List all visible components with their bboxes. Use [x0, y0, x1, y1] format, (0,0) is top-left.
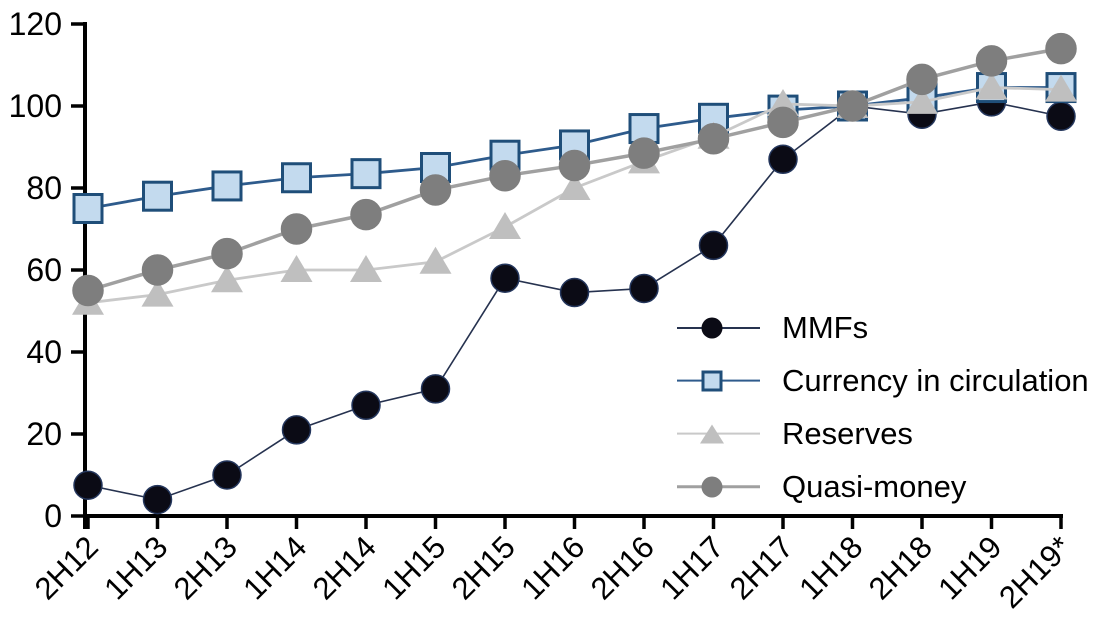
marker-mmfs	[420, 374, 451, 404]
marker-quasi-money	[1045, 32, 1077, 65]
x-tick-label-2h19: 2H19*	[992, 529, 1078, 615]
currency-marker-icon	[663, 364, 760, 398]
marker-reserves	[558, 173, 591, 200]
marker-mmfs	[281, 415, 312, 445]
marker-mmfs	[212, 460, 242, 490]
marker-currency-in-circulation	[211, 170, 243, 202]
x-tick-label-2h14: 2H14	[306, 529, 383, 606]
marker-reserves	[489, 211, 521, 239]
legend-label: MMFs	[782, 310, 869, 345]
marker-mmfs	[698, 230, 729, 261]
legend-item-mmfs: MMFs	[663, 301, 1089, 354]
marker-mmfs	[490, 263, 520, 293]
legend-item-reserves: Reserves	[663, 407, 1089, 460]
x-tick-label-2h12: 2H12	[28, 529, 105, 606]
y-tick-label: 40	[26, 334, 62, 370]
y-tick-label: 80	[26, 170, 62, 206]
legend-item-currency: Currency in circulation	[663, 354, 1089, 407]
x-tick-label-2h18: 2H18	[862, 529, 939, 606]
marker-quasi-money	[419, 174, 452, 206]
marker-quasi-money	[141, 254, 174, 286]
marker-reserves	[1045, 74, 1077, 102]
y-tick-label: 120	[9, 6, 62, 42]
legend: MMFs Currency in circulation Reserves Qu…	[663, 301, 1089, 513]
mmfs-marker-icon	[663, 311, 760, 345]
marker-reserves	[975, 72, 1008, 100]
y-tick-label: 0	[44, 498, 62, 534]
marker-currency-in-circulation	[350, 158, 382, 190]
marker-currency-in-circulation	[142, 180, 173, 212]
marker-quasi-money	[350, 198, 382, 231]
marker-reserves	[211, 265, 243, 293]
reserves-marker-icon	[663, 417, 760, 451]
marker-mmfs	[73, 470, 103, 500]
triangle-icon	[699, 424, 724, 443]
x-tick-label-2h13: 2H13	[167, 529, 244, 606]
marker-reserves	[906, 86, 938, 114]
marker-reserves	[280, 255, 313, 282]
x-tick-label-1h16: 1H16	[514, 529, 591, 606]
marker-quasi-money	[767, 106, 799, 139]
legend-label: Quasi-money	[782, 469, 967, 504]
circle-icon	[701, 317, 722, 338]
marker-reserves	[419, 246, 452, 274]
x-tick-label-2h16: 2H16	[584, 529, 661, 606]
x-tick-label-1h14: 1H14	[236, 529, 313, 606]
marker-quasi-money	[906, 63, 938, 96]
x-tick-label-2h15: 2H15	[445, 529, 522, 606]
marker-mmfs	[142, 484, 173, 515]
marker-currency-in-circulation	[281, 162, 312, 194]
marker-reserves	[350, 255, 382, 282]
marker-quasi-money	[697, 123, 730, 155]
legend-item-quasi-money: Quasi-money	[663, 460, 1089, 513]
marker-mmfs	[1046, 101, 1076, 131]
marker-quasi-money	[975, 45, 1008, 77]
marker-quasi-money	[628, 137, 660, 169]
marker-quasi-money	[489, 159, 521, 192]
x-tick-label-1h17: 1H17	[653, 529, 730, 606]
x-tick-label-1h18: 1H18	[792, 529, 869, 606]
marker-mmfs	[559, 277, 590, 308]
marker-quasi-money	[211, 237, 243, 270]
x-tick-label-2h17: 2H17	[723, 529, 800, 606]
y-tick-label: 60	[26, 252, 62, 288]
y-tick-label: 100	[9, 88, 62, 124]
marker-mmfs	[768, 144, 798, 175]
legend-label: Currency in circulation	[782, 363, 1089, 398]
y-tick-label: 20	[26, 416, 62, 452]
marker-quasi-money	[280, 213, 313, 245]
marker-quasi-money	[72, 274, 104, 307]
marker-mmfs	[351, 390, 381, 421]
marker-quasi-money	[558, 149, 591, 182]
marker-mmfs	[629, 273, 659, 304]
marker-reserves	[141, 279, 174, 307]
circle-icon	[701, 476, 722, 497]
x-tick-label-1h15: 1H15	[375, 529, 452, 606]
x-tick-label-1h13: 1H13	[97, 529, 174, 606]
marker-quasi-money	[836, 90, 869, 122]
square-icon	[701, 370, 722, 391]
quasi-money-marker-icon	[663, 470, 760, 504]
marker-currency-in-circulation	[72, 193, 104, 224]
legend-label: Reserves	[782, 416, 913, 451]
